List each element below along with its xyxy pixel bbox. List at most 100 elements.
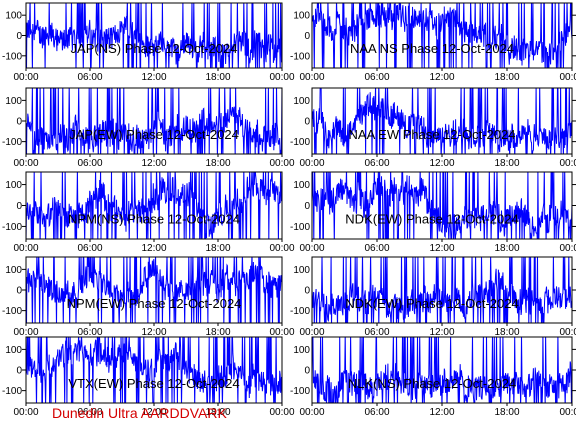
x-tick-label: 12:00 [429,158,454,169]
x-tick-label: 00:00 [269,158,294,169]
panel-title: VTX(EW) Phase 12-Oct-2024 [68,376,239,391]
y-tick-label: -100 [290,222,310,233]
x-tick-label: 18:00 [205,72,230,83]
x-tick-label: 00:00 [299,407,324,418]
footer-credit: Dunedin Ultra AARDDVARK [52,405,227,421]
x-tick-label: 18:00 [494,158,519,169]
x-tick-label: 00:00 [299,327,324,338]
panel-5: 100 0 -100 00:00 06:00 12:00 18:00 00:00 NPM(NS)… [2,171,295,254]
y-tick-label: -100 [290,386,310,397]
x-tick-label: 12:00 [429,243,454,254]
panel-10: 100 0 -100 00:00 06:00 12:00 18:00 00:00 NLK(NS)… [290,336,576,418]
x-tick-label: 06:00 [77,158,102,169]
y-tick-label: -100 [290,137,310,148]
y-tick-label: -100 [290,306,310,317]
y-tick-label: -100 [2,222,22,233]
y-tick-label: 0 [16,117,22,128]
y-tick-label: 0 [304,117,310,128]
x-tick-label: 12:00 [429,407,454,418]
y-tick-label: -100 [2,306,22,317]
x-tick-label: 18:00 [494,72,519,83]
x-tick-label: 00:00 [269,243,294,254]
y-tick-label: -100 [2,137,22,148]
y-tick-label: -100 [2,51,22,62]
x-tick-label: 18:00 [494,327,519,338]
y-tick-label: 100 [5,96,22,107]
y-tick-label: 0 [304,31,310,42]
x-tick-label: 18:00 [494,407,519,418]
y-tick-label: 100 [5,180,22,191]
panel-title: JAP(NS) Phase 12-Oct-2024 [71,41,238,56]
x-tick-label: 00:00 [559,243,576,254]
y-tick-label: 0 [304,201,310,212]
series-line [312,257,572,323]
x-tick-label: 00:00 [13,243,38,254]
x-tick-label: 00:00 [559,158,576,169]
y-tick-label: 0 [16,31,22,42]
x-tick-label: 00:00 [559,72,576,83]
panel-4: 100 0 -100 00:00 06:00 12:00 18:00 00:00 NAA EW … [290,87,576,169]
x-tick-label: 00:00 [299,72,324,83]
x-tick-label: 00:00 [269,327,294,338]
x-tick-label: 18:00 [494,243,519,254]
x-tick-label: 12:00 [141,158,166,169]
x-tick-label: 12:00 [141,407,166,418]
series-line [312,172,572,239]
x-tick-label: 18:00 [205,327,230,338]
x-tick-label: 06:00 [364,407,389,418]
panel-title: NPM(NS) Phase 12-Oct-2024 [68,212,240,227]
x-tick-label: 00:00 [299,243,324,254]
x-tick-label: 06:00 [77,407,102,418]
panel-8: 100 0 -100 00:00 06:00 12:00 18:00 00:00 NDK(EW)… [290,256,576,338]
x-tick-label: 12:00 [141,327,166,338]
x-tick-label: 18:00 [205,243,230,254]
panel-title: JAP(EW) Phase 12-Oct-2024 [69,127,239,142]
panel-9: 100 0 -100 00:00 06:00 12:00 18:00 00:00 VTX(EW)… [2,336,295,418]
x-tick-label: 18:00 [205,158,230,169]
x-tick-label: 00:00 [559,327,576,338]
x-tick-label: 00:00 [13,158,38,169]
panel-title: NAA NS Phase 12-Oct-2024 [350,41,514,56]
series-line [312,337,572,403]
y-tick-label: -100 [290,51,310,62]
y-tick-label: 100 [293,265,310,276]
panel-3: 100 0 -100 00:00 06:00 12:00 18:00 00:00 JAP(EW)… [2,87,295,169]
y-tick-label: 100 [293,11,310,22]
y-tick-label: 100 [5,265,22,276]
series-line [26,172,282,239]
y-tick-label: 100 [293,345,310,356]
panel-2: 100 0 -100 00:00 06:00 12:00 18:00 00:00 NAA NS … [290,2,576,83]
x-tick-label: 00:00 [13,407,38,418]
series-line [312,88,572,154]
x-tick-label: 00:00 [13,327,38,338]
series-line [26,257,282,323]
x-tick-label: 00:00 [269,407,294,418]
panel-title: NDK(EW) Phase 12-Oct-2024 [345,296,518,311]
x-tick-label: 00:00 [269,72,294,83]
y-tick-label: 0 [16,366,22,377]
y-tick-label: 100 [5,11,22,22]
y-tick-label: 0 [16,201,22,212]
x-tick-label: 12:00 [141,72,166,83]
y-tick-label: 100 [293,96,310,107]
series-line [26,88,282,154]
x-tick-label: 06:00 [77,72,102,83]
x-tick-label: 00:00 [559,407,576,418]
panel-6: 100 0 -100 00:00 06:00 12:00 18:00 00:00 NDK(EW)… [290,171,576,254]
y-tick-label: 0 [304,366,310,377]
panel-title: NDK(EW) Phase 12-Oct-2024 [345,212,518,227]
x-tick-label: 18:00 [205,407,230,418]
panel-title: NLK(NS) Phase 12-Oct-2024 [348,376,516,391]
x-tick-label: 06:00 [364,327,389,338]
x-tick-label: 06:00 [364,72,389,83]
x-tick-label: 06:00 [364,243,389,254]
series-line [26,337,282,403]
panel-7: 100 0 -100 00:00 06:00 12:00 18:00 00:00 NPM(EW)… [2,256,295,338]
y-tick-label: 100 [293,180,310,191]
x-tick-label: 00:00 [299,158,324,169]
panel-title: NAA EW Phase 12-Oct-2024 [349,127,516,142]
x-tick-label: 06:00 [364,158,389,169]
y-tick-label: 0 [304,286,310,297]
y-tick-label: -100 [2,386,22,397]
